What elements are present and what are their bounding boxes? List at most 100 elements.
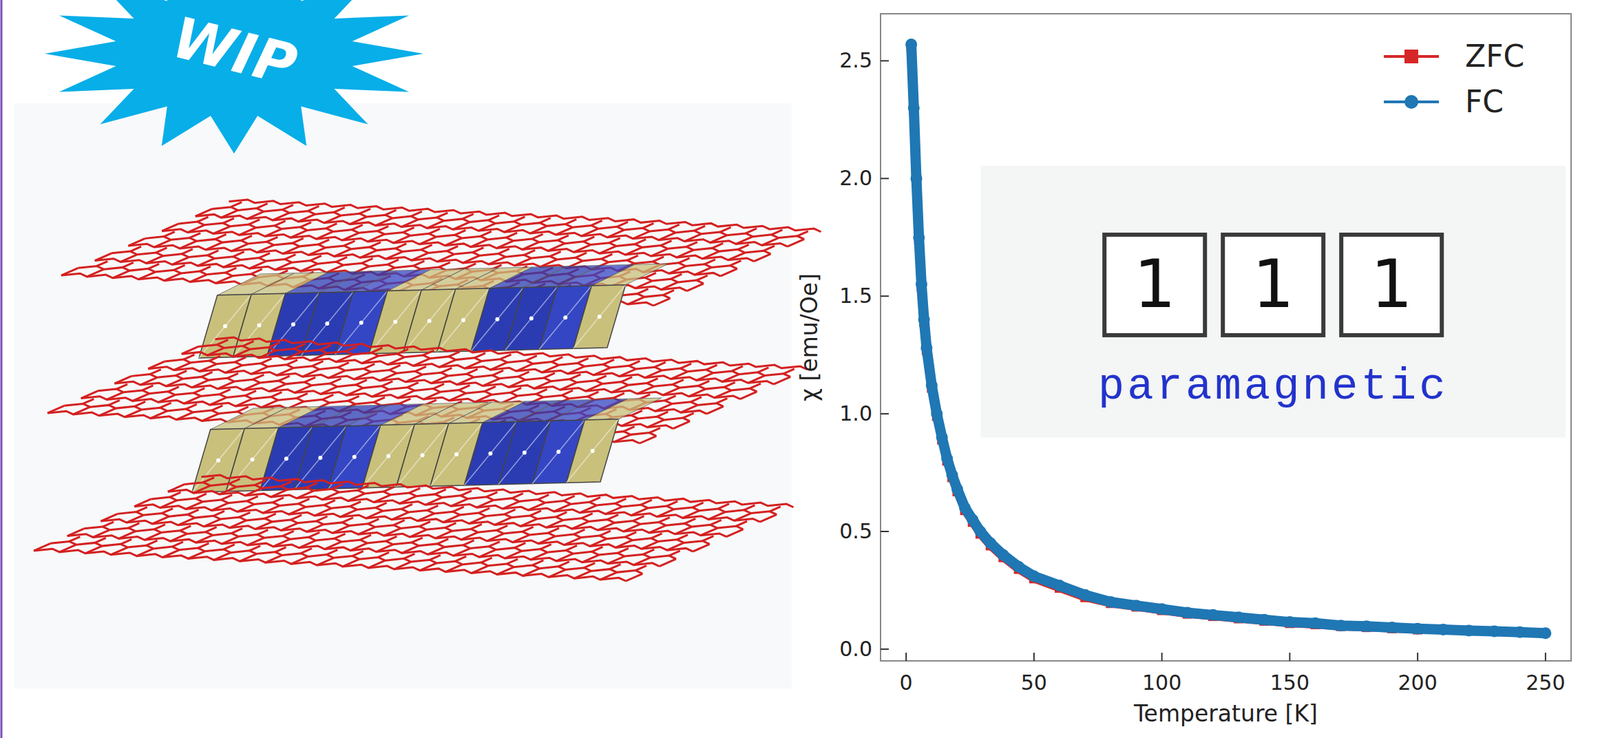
layer-bond bbox=[696, 275, 708, 281]
layer-bond bbox=[563, 495, 575, 501]
layer-bond bbox=[148, 263, 160, 269]
layer-bond bbox=[506, 559, 518, 564]
layer-bond bbox=[601, 254, 613, 259]
layer-bond bbox=[556, 553, 573, 562]
layer-bond bbox=[401, 219, 418, 228]
layer-bond bbox=[448, 393, 466, 401]
layer-bond bbox=[154, 239, 171, 248]
layer-bond bbox=[280, 523, 298, 531]
layer-bond bbox=[124, 409, 142, 418]
layer-bond bbox=[185, 501, 203, 510]
layer-bond bbox=[656, 509, 674, 518]
layer-bond bbox=[159, 500, 177, 509]
layer-bond bbox=[711, 243, 723, 248]
layer-bond bbox=[558, 561, 570, 567]
layer-bond bbox=[453, 506, 465, 512]
layer-bond bbox=[239, 554, 257, 562]
layer-bond bbox=[783, 369, 795, 374]
layer-bond bbox=[187, 225, 204, 233]
layer-bond bbox=[463, 540, 475, 546]
layer-bond bbox=[672, 380, 684, 385]
data-group bbox=[905, 38, 1552, 639]
layer-bond bbox=[286, 360, 298, 365]
layer-bond bbox=[183, 395, 201, 404]
layer-bond bbox=[284, 351, 301, 360]
layer-bond bbox=[599, 245, 617, 254]
series-line bbox=[911, 44, 1546, 633]
layer-bond bbox=[472, 247, 484, 253]
layer-bond bbox=[660, 282, 678, 290]
layer-bond bbox=[369, 242, 381, 248]
y-tick bbox=[880, 530, 889, 533]
x-tick bbox=[1416, 652, 1419, 661]
layer-bond bbox=[556, 512, 568, 518]
layer-bond bbox=[360, 250, 377, 259]
layer-bond bbox=[290, 514, 302, 520]
layer-bond bbox=[720, 227, 732, 233]
layer-bond bbox=[332, 525, 350, 534]
layer-bond bbox=[605, 506, 622, 515]
layer-bond bbox=[280, 481, 292, 487]
layer-bond bbox=[718, 503, 730, 509]
layer-bond bbox=[265, 229, 282, 237]
layer-bond bbox=[128, 523, 140, 529]
layer-bond bbox=[300, 548, 312, 554]
layer-bond bbox=[164, 358, 763, 392]
layer-bond bbox=[69, 537, 81, 542]
digit: 1 bbox=[1252, 245, 1295, 323]
layer-bond bbox=[334, 533, 346, 539]
layer-bond bbox=[192, 380, 209, 388]
layer-bond bbox=[760, 514, 777, 522]
octahedron-center bbox=[563, 315, 568, 320]
layer-bond bbox=[179, 525, 191, 531]
layer-bond bbox=[665, 395, 677, 401]
layer-bond bbox=[548, 570, 566, 578]
layer-bond bbox=[735, 521, 747, 526]
layer-bond bbox=[694, 267, 712, 275]
page: WIP111paramagnetic0501001502002500.00.51… bbox=[0, 0, 1600, 738]
marker bbox=[966, 513, 979, 526]
layer-bond bbox=[216, 340, 228, 345]
layer-bond bbox=[237, 406, 249, 412]
layer-bond bbox=[239, 512, 251, 518]
layer-bond bbox=[165, 378, 183, 387]
layer-bond bbox=[112, 270, 130, 279]
layer-bond bbox=[417, 513, 434, 522]
layer-bond bbox=[399, 496, 416, 504]
layer-bond bbox=[167, 483, 185, 492]
layer-bond bbox=[692, 502, 704, 508]
layer-bond bbox=[455, 556, 467, 562]
layer-bond bbox=[294, 385, 312, 394]
layer-bond bbox=[669, 550, 681, 556]
marker bbox=[1488, 625, 1501, 637]
layer-bond bbox=[116, 384, 128, 389]
layer-bond bbox=[391, 512, 409, 520]
plot-frame bbox=[880, 13, 1572, 661]
chart: 111paramagnetic0501001502002500.00.51.01… bbox=[795, 13, 1572, 728]
layer-bond bbox=[518, 371, 530, 377]
layer-bond bbox=[673, 421, 690, 429]
layer-bond bbox=[649, 428, 661, 434]
layer-bond bbox=[548, 528, 560, 533]
octahedron-top bbox=[591, 263, 669, 286]
layer-bond bbox=[618, 369, 636, 377]
legend-label: FC bbox=[1465, 83, 1504, 120]
layer-bond bbox=[637, 386, 655, 394]
layer-bond bbox=[258, 350, 276, 359]
layer-bond bbox=[178, 220, 777, 255]
layer-bond bbox=[140, 377, 157, 385]
layer-bond bbox=[97, 261, 109, 267]
layer-bond bbox=[670, 274, 682, 279]
layer-bond bbox=[163, 232, 175, 237]
octahedron-center bbox=[495, 317, 500, 322]
layer-bond bbox=[162, 550, 180, 558]
octahedron-center bbox=[556, 449, 561, 454]
layer-bond bbox=[33, 548, 633, 582]
layer-bond bbox=[126, 514, 144, 523]
marker bbox=[1539, 627, 1552, 639]
layer-bond bbox=[225, 267, 237, 273]
layer-bond bbox=[669, 266, 686, 275]
layer-bond bbox=[503, 224, 521, 233]
layer-bond bbox=[212, 405, 224, 411]
layer-bond bbox=[660, 240, 672, 246]
